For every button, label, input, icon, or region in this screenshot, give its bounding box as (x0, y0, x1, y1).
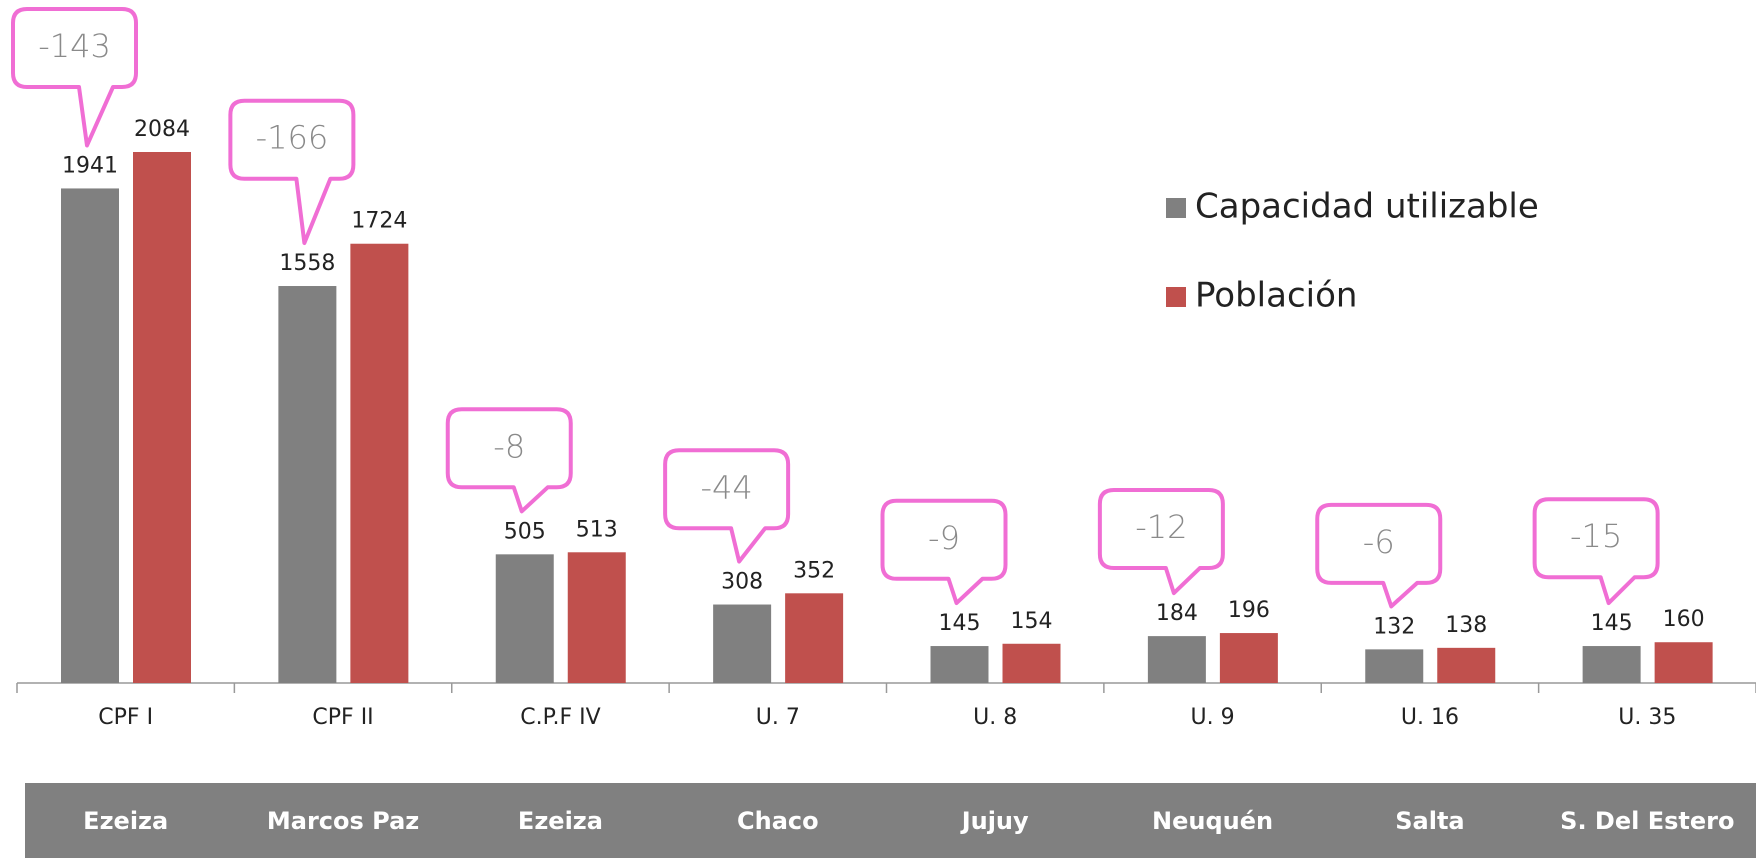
callout (1532, 497, 1660, 606)
bar (1219, 633, 1278, 683)
data-label: 160 (1663, 607, 1705, 632)
bar (1147, 636, 1206, 683)
data-label: 2084 (134, 117, 190, 142)
region-strip (25, 783, 1756, 858)
data-label: 505 (504, 519, 546, 544)
legend-label: Capacidad utilizable (1195, 187, 1539, 227)
bar (278, 286, 337, 683)
region-label: Neuquén (1152, 807, 1273, 835)
data-label: 352 (793, 558, 835, 583)
bar (133, 152, 191, 683)
region-label: Salta (1395, 807, 1464, 835)
data-label: 513 (576, 517, 618, 542)
region-label: Ezeiza (83, 807, 168, 835)
callout (1097, 488, 1225, 596)
callout-text: -6 (1363, 523, 1395, 561)
bar (930, 646, 989, 683)
bar (495, 554, 554, 683)
legend-swatch (1166, 287, 1186, 307)
bar (785, 593, 844, 683)
callout-text: -15 (1570, 517, 1622, 555)
data-label: 145 (1591, 611, 1633, 636)
data-label: 196 (1228, 598, 1270, 623)
data-label: 1558 (279, 251, 335, 276)
x-tick-label: CPF I (98, 705, 153, 730)
region-label: Jujuy (960, 807, 1029, 835)
x-tick-label: U. 9 (1191, 705, 1235, 730)
callout-text: -44 (700, 468, 752, 506)
callout (880, 498, 1008, 606)
x-tick-label: U. 7 (756, 705, 800, 730)
callout-text: -9 (928, 519, 960, 557)
callout (11, 7, 138, 148)
data-label: 145 (939, 611, 981, 636)
data-label: 154 (1011, 609, 1053, 634)
bar (1002, 643, 1061, 683)
bar (567, 552, 626, 683)
legend-label: Población (1195, 276, 1357, 316)
data-label: 1941 (62, 153, 118, 178)
callout-text: -143 (38, 27, 111, 65)
region-label: S. Del Estero (1560, 807, 1734, 835)
callout-text: -166 (256, 119, 329, 157)
bar (61, 188, 119, 683)
legend-swatch (1166, 198, 1186, 218)
bar (1582, 646, 1641, 683)
bar (713, 604, 772, 683)
data-label: 138 (1445, 613, 1487, 638)
callout (445, 407, 573, 514)
x-tick-label: U. 35 (1618, 705, 1676, 730)
x-tick-label: U. 16 (1401, 705, 1459, 730)
x-tick-label: CPF II (312, 705, 373, 730)
x-tick-label: C.P.F IV (520, 705, 600, 730)
region-label: Ezeiza (518, 807, 603, 835)
data-label: 1724 (351, 209, 407, 234)
data-label: 132 (1373, 614, 1415, 639)
data-label: 308 (721, 570, 763, 595)
callout (1315, 502, 1443, 609)
callout (228, 98, 356, 246)
data-label: 184 (1156, 601, 1198, 626)
region-label: Marcos Paz (267, 807, 419, 835)
x-tick-label: U. 8 (973, 705, 1017, 730)
callout (663, 448, 791, 564)
bar (1654, 642, 1713, 683)
callout-text: -8 (493, 427, 525, 465)
callout-text: -12 (1135, 508, 1187, 546)
bar (350, 243, 409, 683)
bar (1437, 647, 1496, 683)
bar (1365, 649, 1424, 683)
region-label: Chaco (737, 807, 819, 835)
